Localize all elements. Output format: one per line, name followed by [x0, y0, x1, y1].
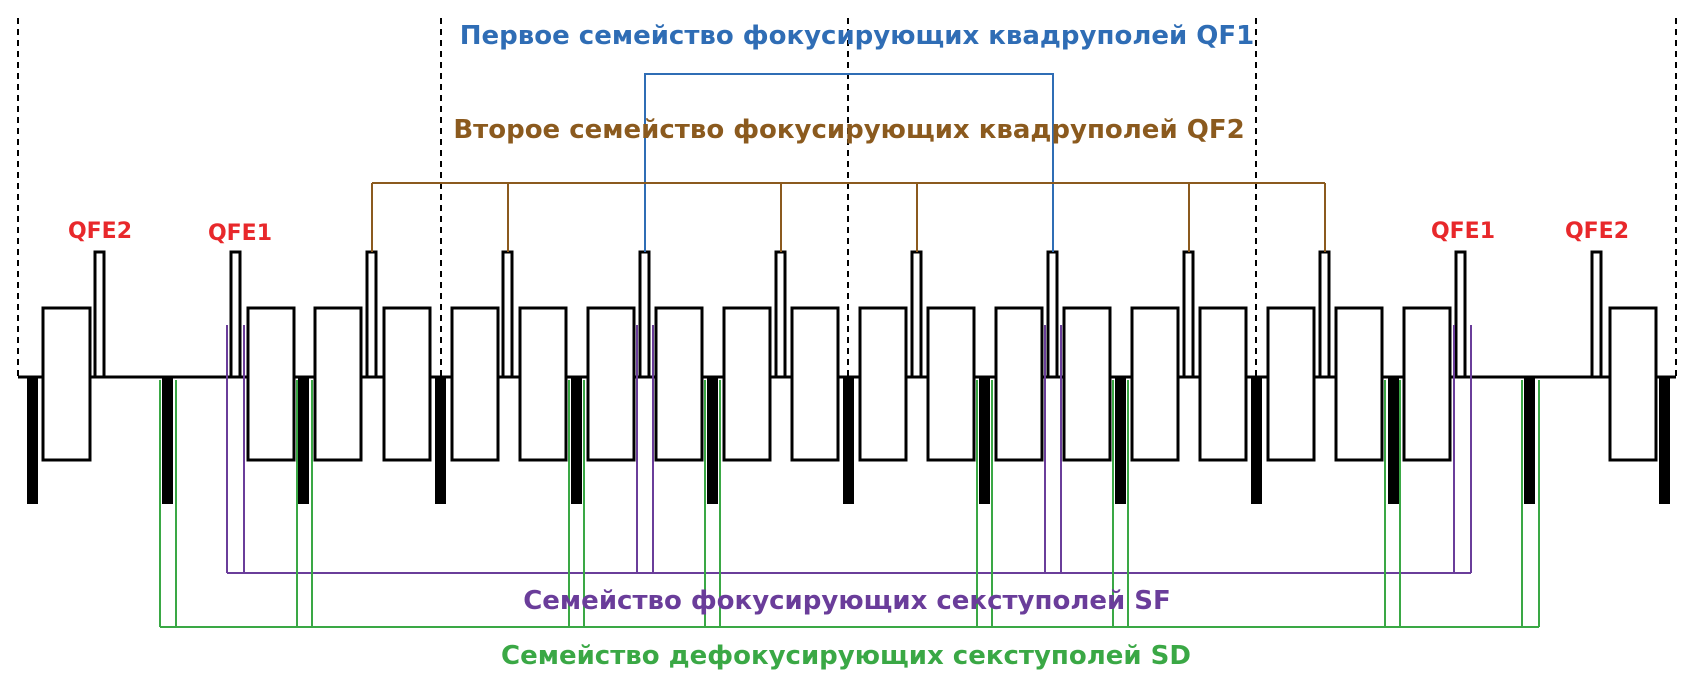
- dipole-magnet: [1266, 306, 1316, 462]
- qfe1-left-label: QFE1: [208, 221, 272, 246]
- sd-family-label: Семейство дефокусирующих секступолей SD: [501, 641, 1191, 671]
- dipole-magnet: [790, 306, 840, 462]
- qfe1-quadrupole: [229, 250, 242, 379]
- qf1-quadrupole: [1046, 250, 1059, 379]
- qf2-family-label: Второе семейство фокусирующих квадруполе…: [453, 115, 1244, 145]
- qf2-quadrupole: [910, 250, 923, 379]
- dipole-magnet: [586, 306, 636, 462]
- defocusing-quadrupole: [1388, 377, 1399, 504]
- dipole-magnet: [994, 306, 1044, 462]
- qfe2-quadrupole: [93, 250, 106, 379]
- qf1-family-label: Первое семейство фокусирующих квадруполе…: [460, 21, 1254, 51]
- qf2-quadrupole: [774, 250, 787, 379]
- qfe2-left-label: QFE2: [68, 219, 132, 244]
- sf-connector: [226, 325, 1472, 574]
- dipole-magnet: [41, 306, 92, 462]
- dipole-magnet: [1402, 306, 1452, 462]
- defocusing-quadrupole: [1251, 377, 1262, 504]
- dipole-magnet: [450, 306, 500, 462]
- qfe1-quadrupole: [1454, 250, 1467, 379]
- qf2-quadrupole: [501, 250, 514, 379]
- defocusing-quadrupole: [1524, 377, 1535, 504]
- defocusing-quadrupole: [435, 377, 446, 504]
- dipole-magnet: [246, 306, 296, 462]
- defocusing-quadrupole: [707, 377, 718, 504]
- dipole-magnet: [1608, 306, 1658, 462]
- qf2-quadrupole: [1182, 250, 1195, 379]
- dipole-magnet: [518, 306, 568, 462]
- qf2-connector: [371, 182, 1326, 252]
- dipole-magnet: [382, 306, 432, 462]
- dipole-magnet: [858, 306, 908, 462]
- defocusing-quadrupole: [843, 377, 854, 504]
- qf1-bracket: [644, 73, 1054, 252]
- dipole-magnet: [1198, 306, 1248, 462]
- defocusing-quadrupole: [571, 377, 582, 504]
- qf1-connector: [644, 73, 1054, 252]
- qf2-quadrupole: [1318, 250, 1331, 379]
- sd-connector: [159, 380, 1540, 628]
- period-boundaries: [17, 18, 1677, 378]
- dipole-magnet: [1130, 306, 1180, 462]
- qf2-quadrupole: [365, 250, 378, 379]
- dipoles: [41, 306, 1658, 462]
- defocusing-quadrupole: [27, 377, 38, 504]
- dipole-magnet: [722, 306, 772, 462]
- sf-family-label: Семейство фокусирующих секступолей SF: [523, 586, 1171, 616]
- qfe2-quadrupole: [1590, 250, 1603, 379]
- dipole-magnet: [654, 306, 704, 462]
- dipole-magnet: [926, 306, 976, 462]
- qfe1-right-label: QFE1: [1431, 219, 1495, 244]
- dipole-magnet: [1062, 306, 1112, 462]
- dipole-magnet: [313, 306, 363, 462]
- focusing-quadrupoles: [93, 250, 1603, 379]
- defocusing-quadrupole: [1115, 377, 1126, 504]
- qfe2-right-label: QFE2: [1565, 219, 1629, 244]
- defocusing-quadrupole: [979, 377, 990, 504]
- defocusing-quadrupoles: [27, 377, 1670, 504]
- defocusing-quadrupole: [298, 377, 309, 504]
- dipole-magnet: [1334, 306, 1384, 462]
- qf1-quadrupole: [638, 250, 651, 379]
- defocusing-quadrupole: [1659, 377, 1670, 504]
- defocusing-quadrupole: [162, 377, 173, 504]
